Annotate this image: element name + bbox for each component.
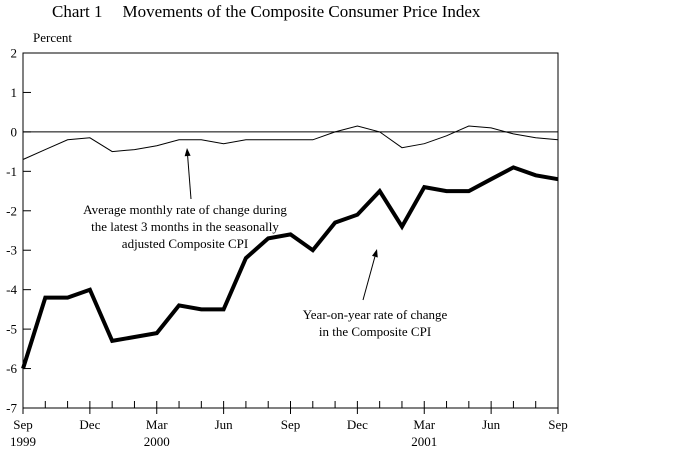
x-axis-month-label: Mar — [146, 417, 168, 432]
annotation-arrow-avg-monthly — [187, 155, 192, 200]
annotation-avg-monthly-rate: Average monthly rate of change during th… — [60, 201, 310, 252]
chart-number-label: Chart 1 — [52, 2, 103, 21]
y-axis-tick-label: -2 — [6, 203, 17, 218]
y-axis-tick-label: 1 — [11, 85, 18, 100]
annotation-text-line: in the Composite CPI — [318, 324, 432, 339]
x-axis-month-label: Jun — [215, 417, 234, 432]
chart-title: Chart 1 Movements of the Composite Consu… — [52, 2, 480, 22]
annotation-arrow-year-on-year — [362, 256, 376, 301]
annotation-text-line: Average monthly rate of change during — [83, 202, 287, 217]
y-axis-tick-label: -5 — [6, 322, 17, 337]
annotation-text-line: the latest 3 months in the seasonally — [91, 219, 279, 234]
x-axis-month-label: Sep — [13, 417, 33, 432]
x-axis-year-label: 2001 — [411, 434, 437, 449]
x-axis-month-label: Sep — [548, 417, 568, 432]
annotation-text-line: Year-on-year rate of change — [302, 307, 448, 322]
x-axis-month-label: Sep — [281, 417, 301, 432]
x-axis-month-label: Jun — [482, 417, 501, 432]
y-axis-tick-label: -7 — [6, 401, 17, 416]
x-axis-month-label: Mar — [413, 417, 435, 432]
y-axis-tick-label: -6 — [6, 361, 17, 376]
chart-title-text: Movements of the Composite Consumer Pric… — [122, 2, 481, 21]
x-axis-year-label: 1999 — [10, 434, 36, 449]
y-axis-tick-label: -4 — [6, 282, 17, 297]
y-axis-tick-label: -3 — [6, 243, 17, 258]
x-axis-month-label: Dec — [347, 417, 368, 432]
annotation-arrow-year-on-year-head — [371, 249, 378, 258]
series-line-avg-monthly — [22, 125, 559, 160]
y-axis-tick-label: 2 — [11, 46, 18, 61]
y-axis-tick-label: -1 — [6, 164, 17, 179]
annotation-text-line: adjusted Composite CPI — [121, 236, 249, 251]
y-axis-unit-label: Percent — [33, 30, 72, 45]
series-line-year-on-year — [21, 165, 559, 370]
annotation-year-on-year-rate: Year-on-year rate of change in the Compo… — [292, 306, 458, 340]
x-axis-year-label: 2000 — [144, 434, 170, 449]
y-axis-tick-label: 0 — [11, 124, 18, 139]
x-axis-month-label: Dec — [79, 417, 100, 432]
annotation-arrow-avg-monthly-head — [184, 148, 191, 157]
